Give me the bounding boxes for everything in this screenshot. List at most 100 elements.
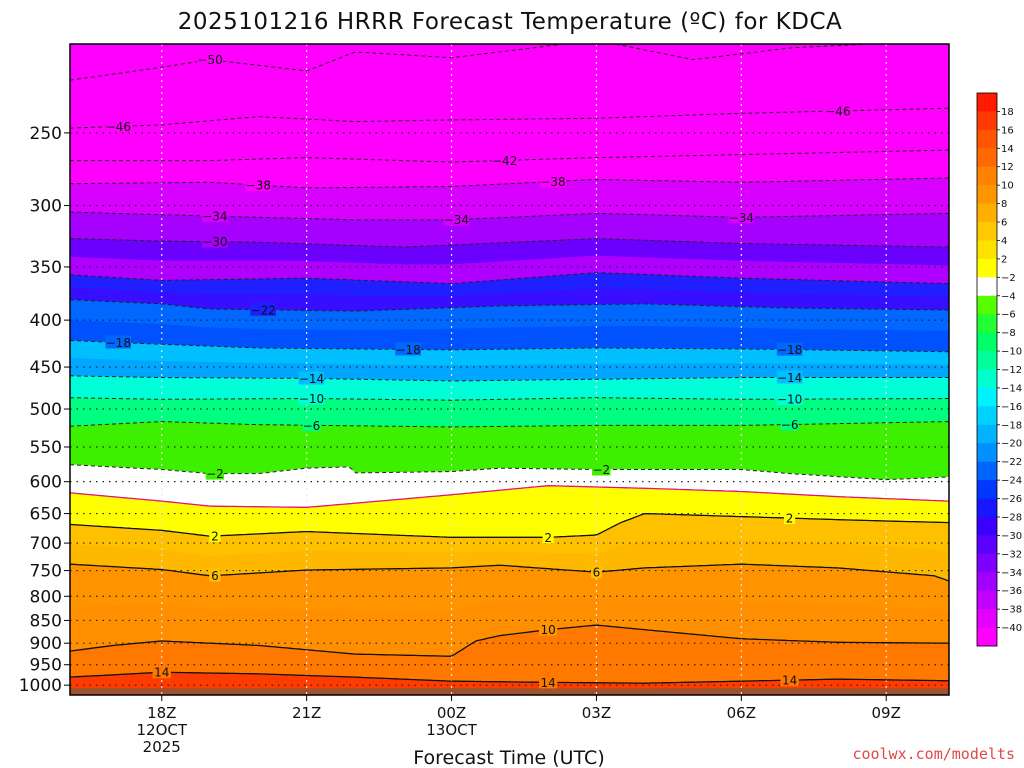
colorbar-label: −4 — [1001, 291, 1016, 302]
contour-label: 2 — [211, 529, 219, 543]
colorbar-label: −38 — [1001, 605, 1022, 616]
x-tick-label: 03Z — [582, 704, 611, 722]
contour-label-bg — [728, 210, 755, 224]
y-tick-label: 650 — [30, 505, 62, 525]
y-tick-label: 700 — [30, 534, 62, 554]
contour-label: −18 — [106, 336, 131, 350]
contour-label: 14 — [782, 674, 797, 688]
temperature-band — [70, 397, 949, 428]
y-tick-label: 450 — [30, 358, 62, 378]
colorbar-swatch — [977, 572, 997, 592]
contour-label-bg — [784, 511, 796, 525]
contour-label: −34 — [202, 210, 227, 224]
contour-label: −42 — [492, 154, 517, 168]
colorbar-swatch — [977, 240, 997, 260]
colorbar-swatch — [977, 351, 997, 370]
colorbar-label: −20 — [1001, 439, 1022, 450]
colorbar-swatch — [977, 314, 997, 334]
contour-label-bg — [443, 212, 470, 226]
colorbar-swatch — [977, 461, 997, 481]
contour-label: −38 — [540, 175, 565, 189]
colorbar-swatch — [977, 424, 997, 444]
colorbar-swatch — [977, 590, 997, 610]
temperature-band-shade — [70, 255, 949, 284]
contour-label: 14 — [540, 676, 555, 690]
y-axis-pressure: 250 300 350 400 450 500 550 600 650 700 750 800 850 9… — [19, 124, 70, 696]
contour-label: −14 — [299, 372, 324, 386]
colorbar-label: −14 — [1001, 383, 1022, 394]
contour-label-bg — [105, 335, 132, 349]
y-tick-label: 300 — [30, 197, 62, 217]
colorbar-swatch — [977, 166, 997, 186]
contour-label-bg — [298, 371, 325, 385]
colorbar-label: −16 — [1001, 402, 1022, 413]
y-tick-label: 750 — [30, 562, 62, 582]
contour-label: −2 — [206, 467, 224, 481]
x-tick-label: 09Z — [872, 704, 901, 722]
colorbar-swatch — [977, 406, 997, 426]
contour-label-bg — [202, 209, 228, 223]
contour-label: −22 — [251, 303, 276, 317]
colorbar-swatch — [977, 129, 997, 149]
y-tick-label: 500 — [30, 400, 62, 420]
contour-label: −18 — [777, 343, 802, 357]
x-tick-label: 12OCT — [136, 721, 187, 739]
contour-label: −6 — [303, 419, 321, 433]
contour-label: −46 — [106, 120, 131, 134]
contour-label: 2 — [786, 512, 794, 526]
plot-gridlines — [70, 44, 949, 695]
colorbar-label: 16 — [1001, 125, 1014, 136]
colorbar-swatch — [977, 258, 997, 278]
contour-label-bg — [245, 178, 272, 192]
colorbar-swatch — [977, 480, 997, 499]
y-tick-label: 250 — [30, 124, 62, 144]
colorbar-label: 14 — [1001, 144, 1014, 155]
colorbar-label: 2 — [1001, 254, 1007, 265]
contour-label-bg — [250, 302, 276, 316]
contour-label-bg — [491, 153, 518, 167]
contour-label-bg — [202, 234, 228, 248]
contour-label-bg — [395, 342, 421, 356]
colorbar-label: −34 — [1001, 568, 1022, 579]
y-tick-label: 600 — [30, 473, 62, 493]
colorbar-swatch — [977, 627, 997, 647]
colorbar-label: 8 — [1001, 199, 1007, 210]
colorbar-label: −36 — [1001, 586, 1022, 597]
contour-label: −34 — [729, 211, 754, 225]
colorbar-label: 6 — [1001, 218, 1007, 229]
temperature-band-shade — [70, 598, 949, 657]
colorbar-swatch — [977, 443, 997, 463]
colorbar-label: −30 — [1001, 531, 1022, 542]
contour-line — [70, 624, 949, 657]
temperature-band-shade — [70, 320, 949, 352]
y-tick-label: 1000 — [19, 676, 62, 696]
contour-label-bg — [197, 52, 223, 66]
x-tick-label: 06Z — [727, 704, 756, 722]
x-tick-label: 21Z — [292, 704, 321, 722]
y-tick-label: 900 — [30, 634, 62, 654]
contour-label: −18 — [395, 343, 420, 357]
colorbar-label: −22 — [1001, 457, 1022, 468]
contour-label-bg — [776, 342, 803, 356]
colorbar-label: −18 — [1001, 420, 1022, 431]
colorbar-swatch — [977, 295, 997, 315]
contour-line — [70, 485, 949, 508]
contour-label: −34 — [444, 213, 469, 227]
colorbar-swatch — [977, 332, 997, 352]
temperature-band-shade — [70, 287, 949, 311]
colorbar-legend: 18 16 14 12 10 8 6 4 2 −2 −4 −6 −8 −10 −12 −14 −16 −18 −20… — [976, 92, 1022, 647]
contour-label-bg — [538, 675, 558, 689]
colorbar-label: −2 — [1001, 273, 1016, 284]
y-tick-label: 550 — [30, 438, 62, 458]
contour-label: −2 — [592, 463, 610, 477]
contour-label: 14 — [154, 666, 169, 680]
contour-label-bg — [542, 530, 554, 544]
contour-label-bg — [538, 622, 558, 636]
colorbar-swatch — [977, 609, 997, 628]
colorbar-label: −40 — [1001, 623, 1022, 634]
contour-label-bg — [825, 103, 851, 117]
x-axis-label: Forecast Time (UTC) — [413, 747, 604, 768]
colorbar-swatch — [977, 498, 997, 518]
